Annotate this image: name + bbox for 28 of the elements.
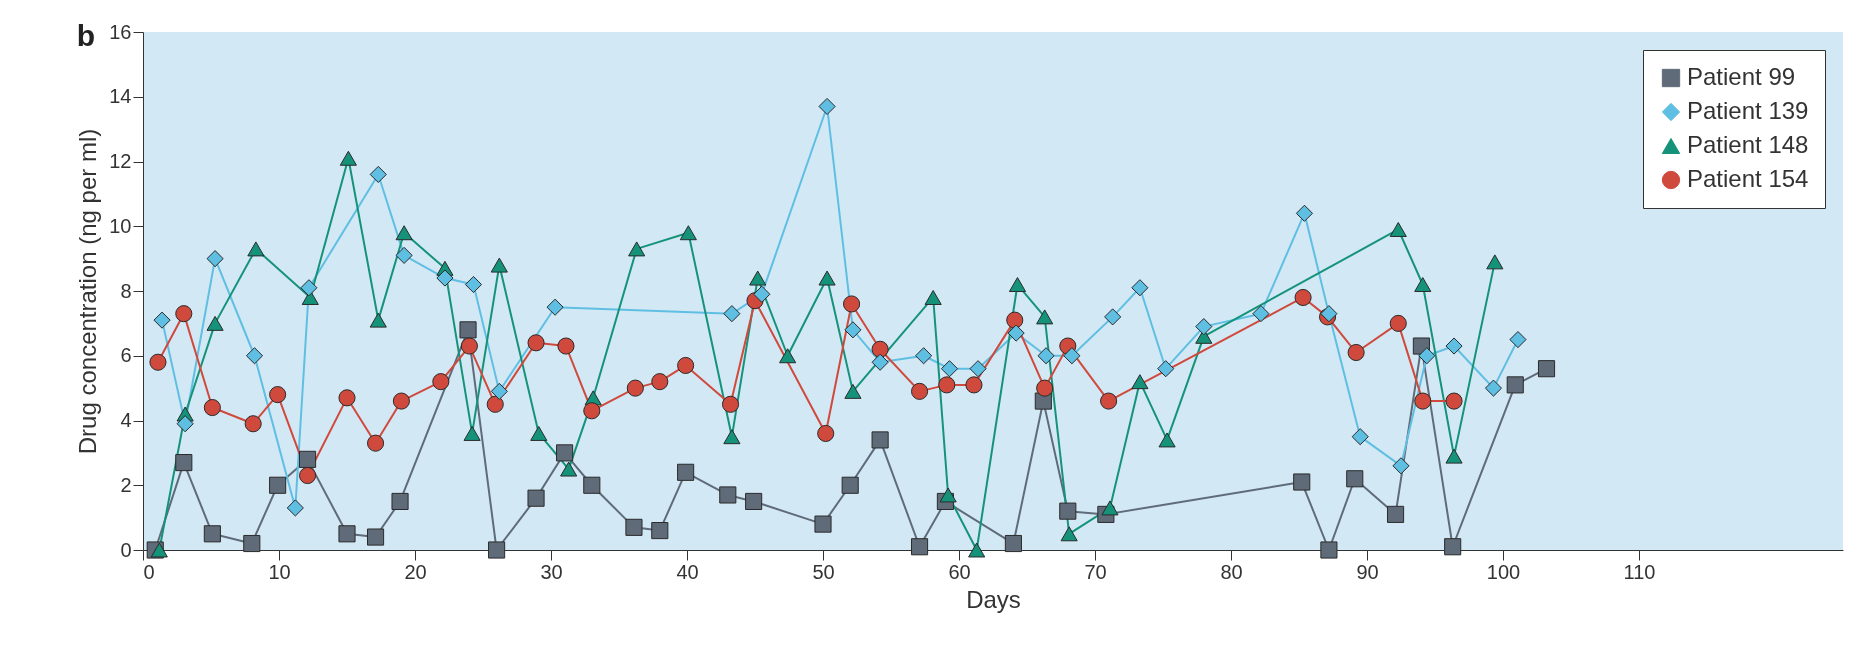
x-tick-label: 0 — [143, 560, 155, 583]
x-tick-label: 80 — [1220, 560, 1243, 583]
legend-label: Patient 148 — [1687, 131, 1809, 158]
x-tick-label: 90 — [1356, 560, 1379, 583]
y-tick-label: 10 — [109, 214, 132, 237]
y-tick-label: 4 — [120, 409, 132, 431]
x-tick-label: 50 — [812, 560, 835, 583]
y-tick-label: 8 — [120, 279, 132, 302]
y-tick-label: 16 — [109, 20, 132, 43]
y-tick-label: 0 — [120, 538, 132, 561]
chart-title: b — [76, 19, 96, 52]
x-tick-label: 70 — [1084, 560, 1107, 583]
y-tick-label: 12 — [109, 150, 132, 172]
x-tick-label: 40 — [676, 560, 699, 583]
x-tick-label: 110 — [1623, 560, 1656, 583]
legend-label: Patient 99 — [1687, 63, 1796, 90]
legend-label: Patient 154 — [1687, 165, 1809, 192]
y-tick-label: 6 — [120, 344, 132, 367]
y-tick-label: 2 — [120, 473, 132, 496]
x-tick-label: 60 — [948, 560, 971, 583]
x-axis-title: Days — [966, 585, 1021, 613]
y-tick-label: 14 — [109, 85, 132, 108]
y-axis-title: Drug concentration (ng per ml) — [74, 128, 102, 455]
x-tick-label: 20 — [404, 560, 427, 583]
legend-label: Patient 139 — [1687, 97, 1809, 124]
x-tick-label: 10 — [268, 560, 291, 583]
x-tick-label: 30 — [540, 560, 563, 583]
x-tick-label: 100 — [1486, 560, 1521, 583]
